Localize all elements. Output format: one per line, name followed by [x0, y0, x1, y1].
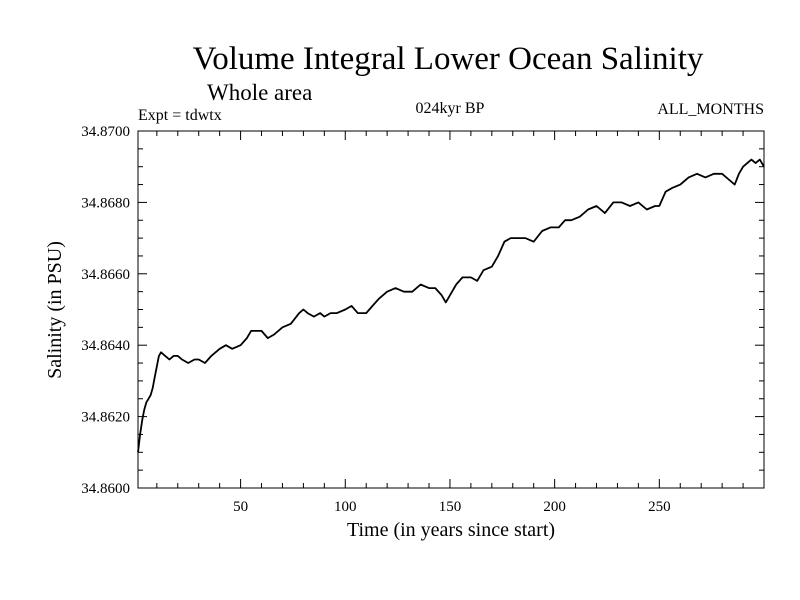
y-tick-label: 34.8700 [81, 124, 130, 140]
x-tick-label: 150 [439, 499, 462, 515]
x-tick-label: 100 [334, 499, 357, 515]
y-tick-label: 34.8680 [81, 195, 130, 211]
y-axis-tick-labels: 34.8600 34.8620 34.8640 34.8660 34.8680 34.87… [81, 124, 130, 497]
y-tick-label: 34.8600 [81, 481, 130, 497]
y-tick-label: 34.8620 [81, 410, 130, 426]
period-label: 024kyr BP [416, 100, 485, 117]
y-axis-label: Salinity (in PSU) [44, 241, 66, 379]
chart-subtitle: Whole area [207, 80, 312, 105]
x-tick-label: 250 [648, 499, 671, 515]
plot-frame [137, 130, 765, 489]
chart-title: Volume Integral Lower Ocean Salinity [193, 41, 704, 77]
salinity-series-line [137, 158, 765, 453]
x-tick-label: 50 [233, 499, 248, 515]
x-axis-label: Time (in years since start) [347, 519, 555, 541]
x-axis-tick-labels: 50 100 150 200 250 [233, 499, 670, 515]
x-tick-label: 200 [543, 499, 566, 515]
experiment-label: Expt = tdwtx [138, 107, 222, 124]
months-label: ALL_MONTHS [657, 101, 764, 118]
x-axis-ticks [156, 131, 744, 488]
y-tick-label: 34.8660 [81, 267, 130, 283]
y-tick-label: 34.8640 [81, 338, 130, 354]
